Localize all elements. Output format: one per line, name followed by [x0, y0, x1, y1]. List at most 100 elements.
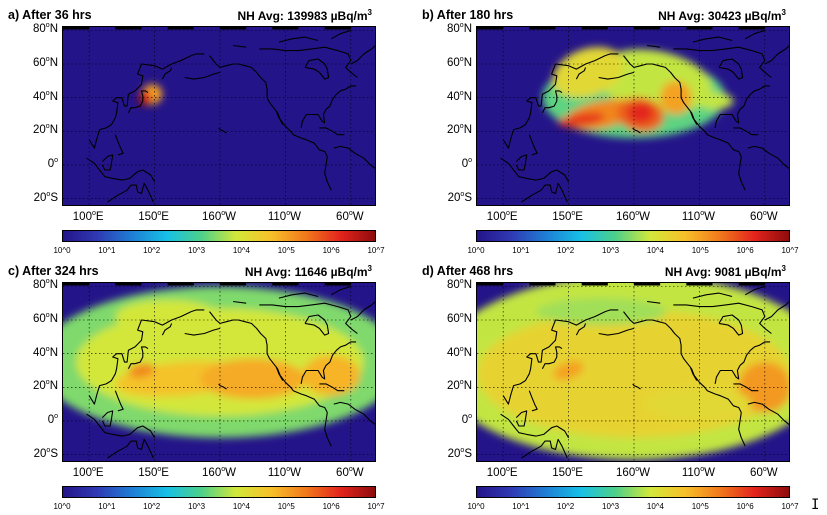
coastline — [101, 154, 114, 171]
degree-mark: o — [635, 466, 640, 473]
latitude-tick-label: 80oN — [18, 22, 58, 35]
hemisphere: N — [463, 380, 472, 393]
degree-mark: o — [571, 210, 576, 217]
frame-tick — [634, 27, 661, 30]
degree-mark: o — [45, 278, 50, 286]
degree-mark: o — [46, 446, 51, 454]
longitude-value: 60 — [336, 210, 349, 223]
frame-tick — [477, 283, 504, 286]
hemisphere: N — [49, 380, 58, 393]
colorbar-tick-label: 10^0 — [467, 246, 485, 255]
coastline — [738, 412, 746, 447]
coastline — [259, 302, 358, 334]
hemisphere: E — [161, 466, 169, 479]
latitude-tick-label: 60oN — [18, 312, 58, 325]
hemisphere: N — [463, 312, 472, 325]
latitude-tick-label: 20oS — [432, 191, 472, 204]
map-panel-c: c) After 324 hrs NH Avg: 11646 µBq/m3 80oN… — [0, 264, 400, 512]
coastline — [502, 309, 619, 405]
degree-mark: o — [762, 466, 767, 473]
colorbar-tick-label: 10^5 — [691, 502, 709, 511]
coastline — [304, 314, 330, 336]
latitude-tick-label: 40oN — [432, 346, 472, 359]
latitude-tick-label: 80oN — [432, 22, 472, 35]
coastline — [218, 127, 227, 134]
latitude-tick-label: 80oN — [432, 278, 472, 291]
latitude-tick-label: 40oN — [18, 90, 58, 103]
coastline — [161, 323, 173, 336]
hemisphere: W — [766, 210, 778, 223]
latitude-tick-label: 20oS — [18, 191, 58, 204]
latitude-tick-label: 20oN — [432, 379, 472, 392]
latitude-value: 20 — [32, 380, 46, 393]
longitude-tick-label: 100oE — [73, 210, 104, 223]
degree-mark: o — [460, 190, 465, 198]
latitude-value: 40 — [446, 346, 460, 359]
degree-mark: o — [45, 312, 50, 319]
plume-region — [696, 92, 734, 110]
coastline — [647, 44, 661, 48]
latitude-value: 80 — [32, 279, 46, 292]
coastline — [275, 110, 284, 125]
latitude-value: 80 — [32, 23, 46, 36]
degree-mark: o — [459, 379, 464, 387]
plume-region — [558, 112, 606, 127]
coastline — [278, 292, 319, 299]
nh-average-text: NH Avg: 30423 µBq/m — [658, 9, 782, 23]
coastline — [107, 438, 154, 459]
hemisphere: W — [704, 466, 715, 479]
latitude-value: 40 — [32, 346, 46, 359]
coastline — [689, 366, 698, 381]
degree-mark: o — [459, 123, 464, 131]
frame-tick — [220, 27, 247, 30]
colorbar-tick-label: 10^5 — [691, 246, 709, 255]
latitude-value: 0 — [461, 157, 469, 170]
longitude-value: 110 — [267, 210, 287, 223]
longitude-value: 110 — [681, 466, 701, 479]
coastline — [209, 311, 328, 413]
map-canvas — [477, 283, 789, 461]
hemisphere: S — [50, 191, 58, 204]
frame-tick — [272, 283, 299, 286]
latitude-value: 20 — [446, 380, 460, 393]
unit-exponent: 3 — [367, 264, 372, 273]
hemisphere: W — [225, 210, 236, 223]
hemisphere: N — [463, 23, 472, 36]
colorbar-tick-label: 10^4 — [232, 502, 250, 511]
map-canvas — [63, 283, 375, 461]
colorbar-ticks: 10^0 10^1 10^2 10^3 10^4 10^5 10^6 10^7 — [53, 502, 384, 512]
nh-average-text: NH Avg: 9081 µBq/m — [664, 265, 782, 279]
colorbar-tick-label: 10^6 — [736, 502, 754, 511]
coastline — [528, 390, 538, 412]
coastline — [114, 390, 124, 412]
frame-tick — [324, 27, 351, 30]
coastline — [718, 314, 744, 336]
longitude-value: 150 — [552, 466, 572, 479]
longitude-tick-label: 110oW — [682, 210, 715, 223]
frame-tick — [477, 27, 504, 30]
coastline — [521, 438, 568, 459]
hemisphere: N — [463, 124, 472, 137]
colorbar-tick-label: 10^7 — [781, 246, 799, 255]
coastline — [114, 134, 124, 156]
latitude-value: 20 — [447, 191, 461, 204]
coastline — [209, 55, 328, 157]
degree-mark: o — [45, 123, 50, 131]
degree-mark: o — [505, 210, 510, 217]
plume-region — [535, 298, 667, 326]
degree-mark: o — [45, 22, 50, 30]
latitude-value: 20 — [446, 124, 460, 137]
degree-mark: o — [54, 156, 58, 164]
coastline — [233, 300, 247, 304]
coastline — [218, 383, 227, 390]
coastline — [747, 145, 789, 170]
coastline — [259, 46, 358, 78]
coastline — [184, 71, 221, 80]
coastline — [738, 156, 746, 191]
plume-region — [553, 360, 584, 381]
plume-region — [200, 358, 306, 400]
panel-title: c) After 324 hrs — [8, 264, 99, 278]
colorbar-tick-label: 10^2 — [557, 246, 575, 255]
longitude-value: 160 — [616, 466, 636, 479]
frame-tick — [167, 27, 194, 30]
